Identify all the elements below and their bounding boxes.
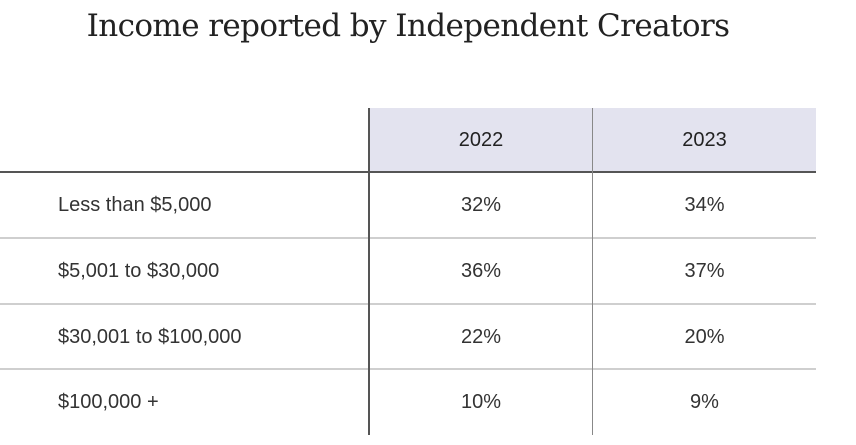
row-divider: [0, 368, 816, 370]
table-cell: 22%: [460, 326, 502, 348]
row-divider: [0, 303, 816, 305]
row-label: Less than $5,000: [58, 194, 212, 216]
column-divider: [592, 108, 593, 435]
table-cell: 10%: [460, 391, 502, 413]
row-label: $30,001 to $100,000: [58, 326, 242, 348]
table-cell: 36%: [460, 260, 502, 282]
table-cell: 32%: [460, 194, 502, 216]
column-divider: [368, 108, 370, 435]
table-cell: 9%: [690, 391, 719, 413]
column-header-2023: 2023: [682, 129, 727, 151]
table-cell: 20%: [684, 326, 725, 348]
table-cell: 34%: [684, 194, 725, 216]
page-title: Income reported by Independent Creators: [86, 8, 730, 44]
header-divider: [0, 171, 816, 173]
row-label: $5,001 to $30,000: [58, 260, 220, 282]
column-header-2022: 2022: [458, 129, 504, 151]
row-divider: [0, 237, 816, 239]
row-label: $100,000 +: [58, 391, 159, 413]
table-cell: 37%: [684, 260, 725, 282]
